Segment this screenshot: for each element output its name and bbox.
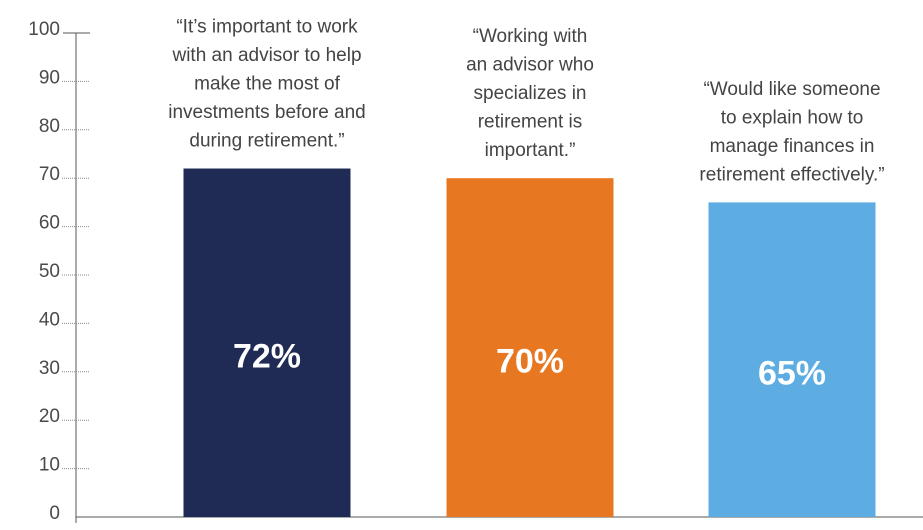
bar (708, 202, 876, 517)
annotation-line: specializes in (474, 83, 587, 104)
value-label: 70% (496, 343, 564, 381)
y-tick-label: 30 (39, 358, 60, 379)
y-tick-label: 0 (49, 503, 60, 524)
bar (446, 178, 614, 517)
annotation-line: “Would like someone (703, 79, 880, 100)
y-tick-label: 80 (39, 116, 60, 137)
bar (183, 168, 351, 517)
y-tick-label: 70 (39, 164, 60, 185)
y-tick-label: 100 (28, 19, 60, 40)
annotation-line: to explain how to (721, 107, 864, 128)
annotation-line: make the most of (194, 74, 340, 95)
annotation-line: “It’s important to work (176, 17, 358, 38)
annotation-line: important.” (485, 140, 576, 161)
annotation-line: manage finances in (710, 136, 875, 157)
y-tick-label: 20 (39, 406, 60, 427)
y-tick-label: 10 (39, 455, 60, 476)
annotation-line: during retirement.” (189, 131, 344, 152)
annotation-line: an advisor who (466, 55, 594, 76)
y-tick-label: 40 (39, 309, 60, 330)
value-label: 72% (233, 338, 301, 376)
annotation-line: with an advisor to help (171, 45, 361, 66)
value-label: 65% (758, 355, 826, 393)
annotation-line: retirement is (478, 112, 583, 133)
annotation-line: retirement effectively.” (699, 164, 884, 185)
y-tick-label: 90 (39, 67, 60, 88)
annotation-line: investments before and (168, 102, 366, 123)
y-tick-label: 50 (39, 261, 60, 282)
annotation-line: “Working with (473, 26, 588, 47)
y-tick-label: 60 (39, 213, 60, 234)
